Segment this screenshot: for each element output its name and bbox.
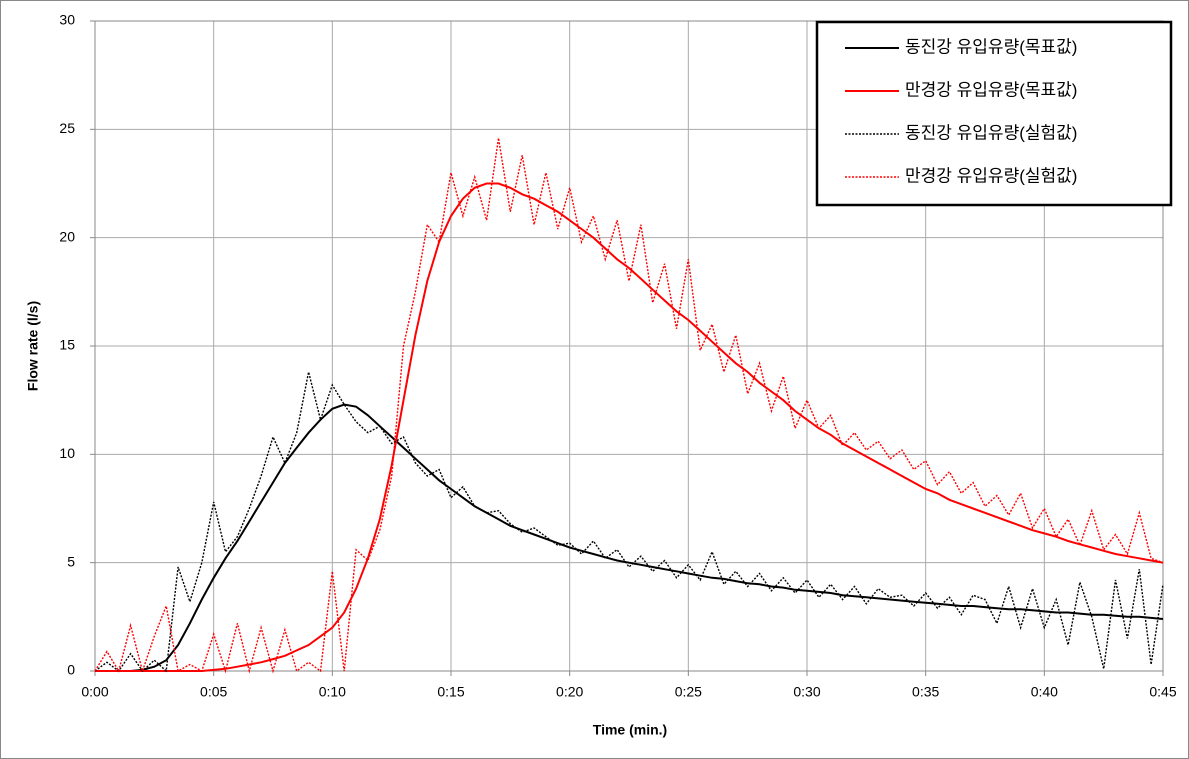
y-tick-label: 20 — [59, 228, 75, 244]
legend-label: 만경강 유입유량(실험값) — [905, 166, 1077, 185]
legend-label: 동진강 유입유량(목표값) — [905, 37, 1077, 56]
series-line — [94, 371, 1164, 673]
series-line — [94, 137, 1164, 674]
x-tick-label: 0:40 — [1031, 684, 1058, 700]
plot-border — [94, 20, 1164, 672]
series-line — [95, 403, 1164, 672]
x-tick-label: 0:30 — [793, 684, 820, 700]
x-tick-label: 0:45 — [1149, 684, 1176, 700]
y-tick-label: 30 — [59, 12, 75, 28]
legend-label: 만경강 유입유량(목표값) — [905, 80, 1077, 99]
y-tick-label: 0 — [67, 662, 75, 678]
x-axis-title: Time (min.) — [593, 722, 667, 738]
y-axis-title: Flow rate (l/s) — [25, 301, 41, 391]
x-tick-label: 0:05 — [200, 684, 227, 700]
y-tick-label: 15 — [59, 337, 75, 353]
x-tick-label: 0:15 — [437, 684, 464, 700]
legend-label: 동진강 유입유량(실험값) — [905, 123, 1077, 142]
y-tick-label: 25 — [59, 120, 75, 136]
legend-box — [815, 20, 1173, 207]
y-tick-label: 5 — [67, 553, 75, 569]
x-tick-label: 0:00 — [81, 684, 108, 700]
x-tick-label: 0:20 — [556, 684, 583, 700]
x-tick-label: 0:35 — [912, 684, 939, 700]
y-tick-label: 10 — [59, 445, 75, 461]
series-line — [95, 182, 1164, 672]
x-tick-label: 0:25 — [675, 684, 702, 700]
x-tick-label: 0:10 — [319, 684, 346, 700]
